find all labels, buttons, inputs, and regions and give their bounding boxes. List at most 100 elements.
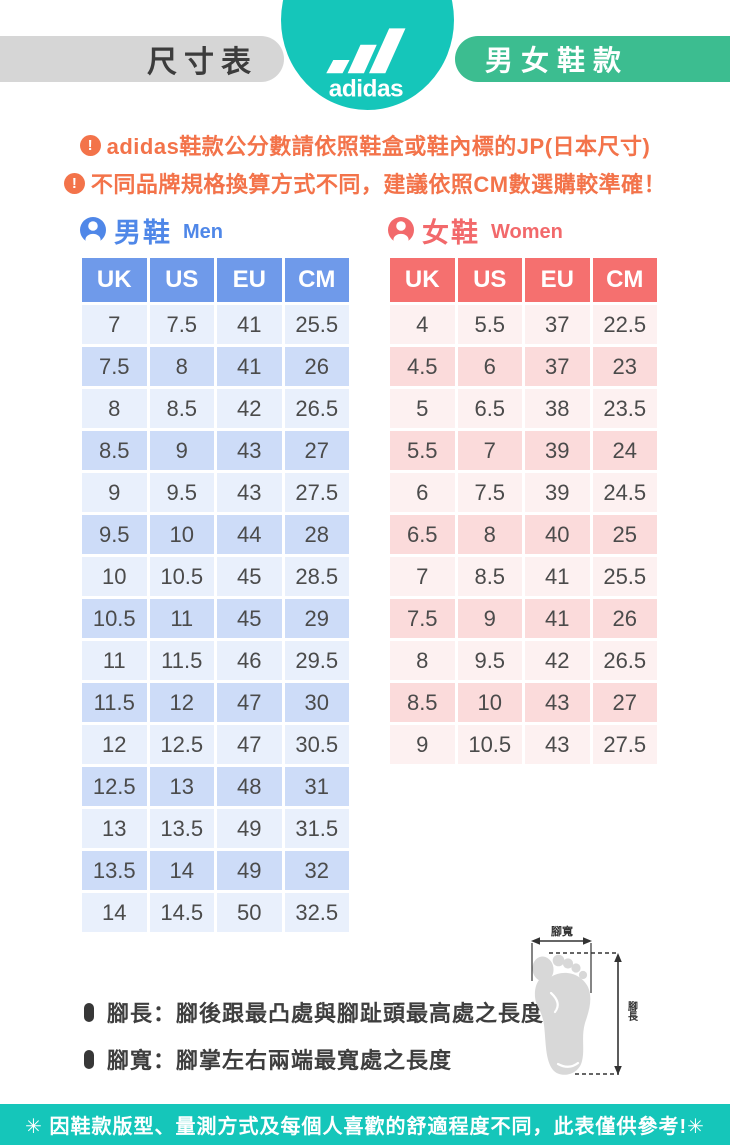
column-header: UK xyxy=(390,258,455,302)
foot-measure-diagram: 腳寬 腳長 xyxy=(531,924,638,1075)
size-cell: 8.5 xyxy=(82,431,147,470)
size-cell: 31.5 xyxy=(284,809,349,848)
size-cell: 32 xyxy=(284,851,349,890)
women-section-title: 女鞋 Women xyxy=(388,215,563,248)
notice-text-1: adidas鞋款公分數請依照鞋盒或鞋內標的JP(日本尺寸) xyxy=(106,134,651,159)
size-cell: 12.5 xyxy=(82,767,147,806)
size-cell: 27.5 xyxy=(592,725,657,764)
size-cell: 24 xyxy=(592,431,657,470)
size-cell: 49 xyxy=(217,851,282,890)
size-cell: 14 xyxy=(82,893,147,932)
size-cell: 8 xyxy=(390,641,455,680)
size-cell: 11 xyxy=(149,599,214,638)
size-cell: 8.5 xyxy=(390,683,455,722)
notice-line-1: ! adidas鞋款公分數請依照鞋盒或鞋內標的JP(日本尺寸) xyxy=(0,126,730,164)
size-cell: 9.5 xyxy=(457,641,522,680)
men-subtitle: Men xyxy=(183,221,223,243)
size-cell: 50 xyxy=(217,893,282,932)
size-cell: 7 xyxy=(390,557,455,596)
size-cell: 10.5 xyxy=(457,725,522,764)
men-table-header: UK US EU CM xyxy=(82,258,349,302)
foot-width-label: 腳寬 xyxy=(551,924,573,938)
men-title: 男鞋 xyxy=(114,217,172,248)
foot-silhouette xyxy=(532,954,591,1075)
arrow-down-icon xyxy=(614,1066,622,1075)
size-cell: 27.5 xyxy=(284,473,349,512)
size-cell: 24.5 xyxy=(592,473,657,512)
size-cell: 10 xyxy=(149,515,214,554)
size-cell: 41 xyxy=(525,599,590,638)
size-cell: 12 xyxy=(149,683,214,722)
size-cell: 39 xyxy=(525,431,590,470)
exclamation-icon: ! xyxy=(79,134,101,156)
size-cell: 43 xyxy=(217,431,282,470)
size-cell: 45 xyxy=(217,599,282,638)
size-cell: 10.5 xyxy=(82,599,147,638)
size-cell: 9.5 xyxy=(149,473,214,512)
column-header: UK xyxy=(82,258,147,302)
size-cell: 7.5 xyxy=(457,473,522,512)
size-cell: 8 xyxy=(149,347,214,386)
size-cell: 12 xyxy=(82,725,147,764)
size-cell: 43 xyxy=(217,473,282,512)
size-cell: 47 xyxy=(217,683,282,722)
size-cell: 6 xyxy=(457,347,522,386)
size-cell: 6.5 xyxy=(457,389,522,428)
pill-bullet-icon xyxy=(84,1002,94,1022)
size-cell: 39 xyxy=(525,473,590,512)
size-cell: 10 xyxy=(82,557,147,596)
column-header: CM xyxy=(592,258,657,302)
size-cell: 37 xyxy=(525,305,590,344)
column-header: CM xyxy=(284,258,349,302)
women-subtitle: Women xyxy=(491,221,563,243)
size-chart-title-pill: 尺寸表 xyxy=(0,36,284,82)
size-cell: 41 xyxy=(217,347,282,386)
size-cell: 22.5 xyxy=(592,305,657,344)
size-cell: 25.5 xyxy=(284,305,349,344)
size-cell: 26 xyxy=(592,599,657,638)
size-cell: 9 xyxy=(82,473,147,512)
size-cell: 45 xyxy=(217,557,282,596)
size-cell: 43 xyxy=(525,683,590,722)
size-cell: 44 xyxy=(217,515,282,554)
size-cell: 40 xyxy=(525,515,590,554)
size-cell: 37 xyxy=(525,347,590,386)
woman-avatar-icon xyxy=(388,217,414,243)
size-cell: 12.5 xyxy=(149,725,214,764)
size-cell: 41 xyxy=(217,305,282,344)
size-cell: 13.5 xyxy=(149,809,214,848)
adidas-wordmark: adidas xyxy=(328,76,402,100)
size-cell: 49 xyxy=(217,809,282,848)
size-cell: 14 xyxy=(149,851,214,890)
size-cell: 9 xyxy=(390,725,455,764)
foot-width-text: 腳寬：腳掌左右兩端最寬處之長度 xyxy=(107,1048,453,1073)
foot-length-note: 腳長：腳後跟最凸處與腳趾頭最高處之長度 xyxy=(84,996,544,1028)
category-label: 男女鞋款 xyxy=(485,45,630,76)
size-cell: 28 xyxy=(284,515,349,554)
size-cell: 10.5 xyxy=(149,557,214,596)
size-cell: 5.5 xyxy=(390,431,455,470)
size-cell: 7.5 xyxy=(82,347,147,386)
size-cell: 31 xyxy=(284,767,349,806)
size-cell: 5.5 xyxy=(457,305,522,344)
size-cell: 7.5 xyxy=(390,599,455,638)
men-size-table: UK US EU CM 7 7.5 41 25.5 7.5 8 41 26 8 8.5 42 26.5 8.5… xyxy=(82,258,349,932)
size-cell: 30 xyxy=(284,683,349,722)
size-cell: 43 xyxy=(525,725,590,764)
arrow-right-icon xyxy=(583,937,592,945)
size-cell: 5 xyxy=(390,389,455,428)
men-section-title: 男鞋 Men xyxy=(80,215,223,248)
pill-bullet-icon xyxy=(84,1049,94,1069)
column-header: EU xyxy=(525,258,590,302)
size-cell: 13.5 xyxy=(82,851,147,890)
column-header: US xyxy=(149,258,214,302)
size-cell: 32.5 xyxy=(284,893,349,932)
size-cell: 26.5 xyxy=(592,641,657,680)
notice-text-2: 不同品牌規格換算方式不同，建議依照CM數選購較準確！ xyxy=(90,172,667,197)
size-cell: 10 xyxy=(457,683,522,722)
adidas-logo-icon: adidas xyxy=(325,28,405,100)
size-cell: 25 xyxy=(592,515,657,554)
women-size-table: UK US EU CM 4 5.5 37 22.5 4.5 6 37 23 5 6.5 38 23.5 5.5… xyxy=(390,258,657,764)
size-cell: 9.5 xyxy=(82,515,147,554)
measure-notes: 腳長：腳後跟最凸處與腳趾頭最高處之長度 腳寬：腳掌左右兩端最寬處之長度 xyxy=(84,996,544,1090)
